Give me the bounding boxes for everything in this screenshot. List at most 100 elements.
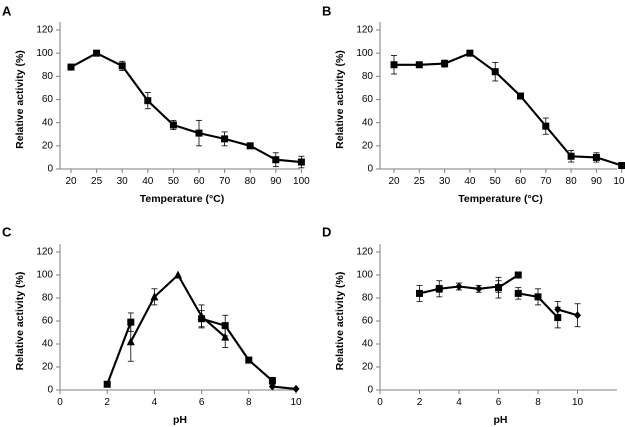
x-tick-label: 0 [377,397,383,408]
x-tick-label: 6 [496,397,502,408]
y-axis-title: Relative activity (%) [334,50,346,149]
x-tick-label: 6 [199,397,205,408]
data-point-square [416,289,423,297]
y-tick-label: 120 [36,25,53,36]
y-tick-label: 100 [356,48,373,59]
x-tick-label: 70 [219,176,231,187]
x-axis-title: Temperature (°C) [140,193,225,205]
data-point-square [268,377,276,385]
series-line [201,317,274,382]
data-point-square [415,61,423,69]
data-point-square [221,322,229,330]
y-tick-label: 120 [356,25,373,36]
panel-letter: A [2,3,12,18]
x-axis-title: Temperature (°C) [458,193,543,205]
y-axis-title: Relative activity (%) [14,272,26,371]
panel-letter: C [2,224,12,239]
x-tick-label: 10 [572,397,584,408]
y-tick-label: 60 [362,316,374,327]
x-tick-label: 40 [464,176,476,187]
data-point-diamond [475,284,483,293]
data-point-square [542,122,550,130]
x-tick-label: 60 [193,176,205,187]
data-point-square [495,284,502,292]
x-tick-label: 2 [417,397,423,408]
data-point-triangle [126,337,135,346]
panel-a: A 0 20 40 60 80 100 120 20 25 30 40 50 60 70 80 90 100 Tem… [2,3,310,205]
panel-letter: D [322,224,331,239]
x-tick-label: 20 [65,176,77,187]
x-tick-label: 80 [566,176,578,187]
y-tick-label: 120 [356,247,373,258]
y-tick-label: 20 [42,140,54,151]
x-tick-label: 50 [168,176,180,187]
data-point-square [245,356,253,364]
x-tick-label: 50 [490,176,502,187]
x-tick-label: 10 [290,397,302,408]
x-tick-label: 60 [515,176,527,187]
data-point-square [198,315,206,323]
y-tick-label: 40 [362,117,374,128]
data-point-square [441,60,449,68]
panel-letter: B [322,3,331,18]
x-tick-label: 25 [414,176,426,187]
x-axis-title: pH [494,414,508,426]
y-tick-label: 60 [42,94,54,105]
data-point-triangle [174,270,182,279]
data-point-square [514,271,522,279]
y-tick-label: 20 [42,362,54,373]
x-tick-label: 90 [270,176,282,187]
y-tick-label: 0 [47,164,53,175]
data-point-square [618,162,625,170]
y-tick-label: 100 [36,48,53,59]
x-tick-label: 40 [142,176,154,187]
data-point-square [246,142,254,150]
y-tick-label: 40 [42,339,54,350]
data-point-square [67,63,75,71]
data-point-triangle [221,332,230,341]
data-point-square [514,289,522,297]
y-tick-label: 40 [42,117,54,128]
x-tick-label: 8 [535,397,541,408]
data-point-square [169,121,177,129]
data-point-square [297,158,305,166]
data-point-diamond [268,382,276,391]
y-tick-label: 20 [362,362,374,373]
data-point-square [103,380,111,388]
data-point-square [118,62,126,70]
series-line [106,321,132,385]
x-tick-label: 8 [246,397,252,408]
panel-d: D 0 20 40 60 80 100 120 0 2 4 6 8 10 pH Relative activi… [322,224,617,426]
y-tick-label: 0 [367,385,373,396]
data-point-diamond [435,284,443,293]
y-axis-title: Relative activity (%) [14,50,26,149]
x-tick-label: 4 [456,397,462,408]
series-line [129,273,226,343]
y-tick-label: 80 [42,293,54,304]
series-line [272,385,297,390]
panel-c: C 0 20 40 60 80 100 120 0 2 4 6 8 10 pH Relative activi… [2,224,302,426]
data-point-square [93,49,101,57]
y-tick-label: 20 [362,140,374,151]
x-tick-label: 80 [245,176,257,187]
y-tick-label: 40 [362,339,374,350]
data-point-square [466,49,474,57]
data-point-diamond [554,305,562,314]
data-point-square [221,135,229,143]
data-point-triangle [150,292,159,301]
series-line [70,52,302,164]
series-line [439,285,499,290]
series-line [394,52,623,167]
data-point-diamond [574,311,581,320]
x-tick-label: 100 [293,176,310,187]
y-tick-label: 0 [47,385,53,396]
x-tick-label: 90 [591,176,603,187]
data-point-square [272,156,280,164]
x-tick-label: 4 [152,397,158,408]
x-tick-label: 20 [388,176,400,187]
x-tick-label: 30 [117,176,129,187]
data-point-square [534,293,542,301]
y-axis-title: Relative activity (%) [334,272,346,371]
x-tick-label: 70 [540,176,552,187]
y-tick-label: 80 [362,293,374,304]
